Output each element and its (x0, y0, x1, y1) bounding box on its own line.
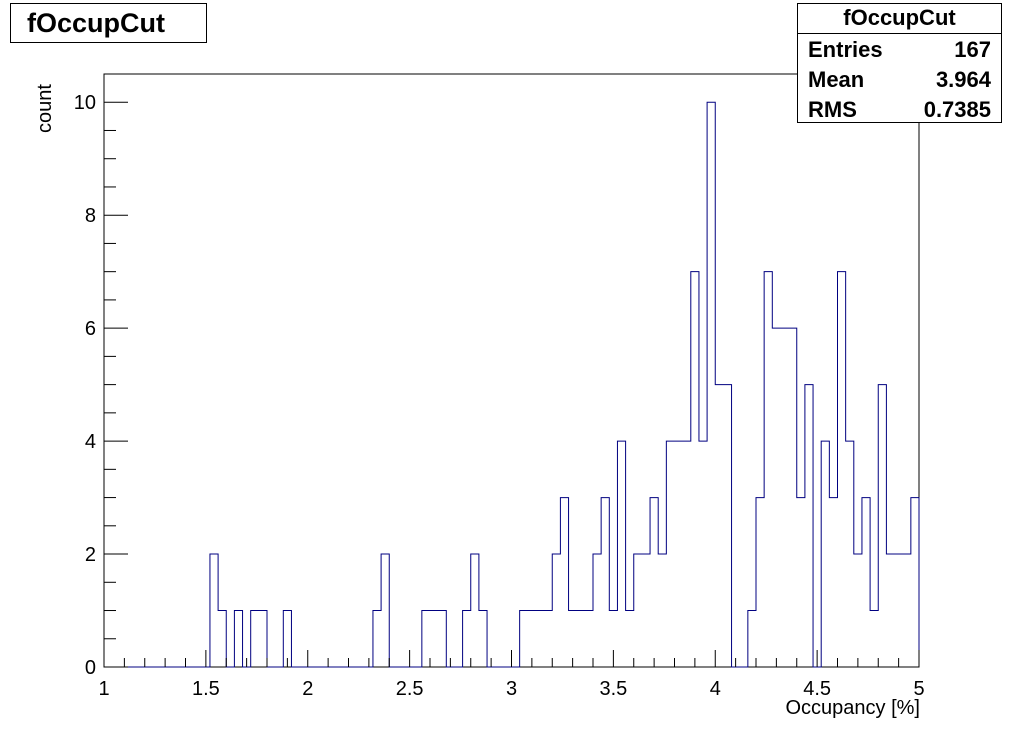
histogram-bin (471, 554, 479, 667)
stats-value-mean: 3.964 (935, 67, 991, 92)
histogram-bin (251, 611, 259, 667)
histogram-step-line (104, 101, 920, 668)
histogram-bin (642, 554, 650, 667)
x-tick-label: 4 (710, 678, 721, 700)
histogram-bin (878, 385, 886, 667)
histogram-bin (723, 385, 731, 667)
stats-value-entries: 167 (954, 37, 991, 62)
histogram-bin (234, 611, 242, 667)
histogram-bin (430, 611, 438, 667)
histogram-bin (593, 554, 601, 667)
histogram-bin (585, 611, 593, 667)
histogram-bin (707, 102, 715, 667)
histogram-bin (821, 441, 829, 667)
histogram-bin (675, 441, 683, 667)
histogram-bin (862, 498, 870, 667)
histogram-bin (438, 611, 446, 667)
histogram-bin (577, 611, 585, 667)
histogram-bin (797, 498, 805, 667)
histogram-bin (634, 554, 642, 667)
x-axis-label: Occupancy [%] (785, 697, 920, 719)
y-tick-label: 8 (85, 205, 96, 227)
histogram-bin (805, 385, 813, 667)
stats-value-rms: 0.7385 (923, 97, 991, 122)
stats-row-entries: Entries 167 (798, 34, 1001, 64)
y-tick-label: 0 (85, 657, 96, 679)
histogram-bin (259, 611, 267, 667)
histogram-bin (666, 441, 674, 667)
histogram-title: fOccupCut (10, 3, 207, 43)
histogram-bin (658, 554, 666, 667)
histogram-bin (520, 611, 528, 667)
x-tick-label: 5 (913, 678, 924, 700)
x-tick-label: 2.5 (396, 678, 424, 700)
histogram-bin (650, 498, 658, 667)
histogram-bin (764, 272, 772, 667)
stats-label-entries: Entries (808, 37, 883, 62)
histogram-bin (381, 554, 389, 667)
stats-box: fOccupCut Entries 167 Mean 3.964 RMS 0.7… (797, 3, 1002, 123)
histogram-bin (903, 554, 911, 667)
y-tick-label: 4 (85, 431, 96, 453)
histogram-bin (699, 441, 707, 667)
histogram-bin (552, 554, 560, 667)
histogram-bin (210, 554, 218, 667)
histogram-bin (626, 611, 634, 667)
histogram-bin (373, 611, 381, 667)
histogram-bin (617, 441, 625, 667)
x-tick-label: 4.5 (803, 678, 831, 700)
histogram-bin (789, 328, 797, 667)
histogram-bin (829, 498, 837, 667)
stats-label-mean: Mean (808, 67, 865, 92)
x-tick-label: 1.5 (192, 678, 220, 700)
histogram-bin (846, 441, 854, 667)
histogram-bin (422, 611, 430, 667)
y-tick-label: 2 (85, 544, 96, 566)
histogram-bin (854, 554, 862, 667)
stats-label-rms: RMS (808, 97, 857, 122)
y-tick-label: 6 (85, 318, 96, 340)
histogram-bin (560, 498, 568, 667)
histogram-bin (780, 328, 788, 667)
histogram-bin (838, 272, 846, 667)
histogram-bin (601, 498, 609, 667)
stats-row-mean: Mean 3.964 (798, 64, 1001, 94)
histogram-bin (544, 611, 552, 667)
x-tick-label: 3.5 (599, 678, 627, 700)
histogram-bin (756, 498, 764, 667)
histogram-bin (479, 611, 487, 667)
histogram-bin (691, 272, 699, 667)
histogram-bin (886, 554, 894, 667)
x-tick-label: 3 (506, 678, 517, 700)
histogram-bin (895, 554, 903, 667)
histogram-bin (870, 611, 878, 667)
histogram-bin (715, 385, 723, 667)
y-axis-label: count (34, 84, 56, 133)
histogram-bin (748, 611, 756, 667)
stats-row-rms: RMS 0.7385 (798, 94, 1001, 124)
histogram-bin (463, 611, 471, 667)
histogram-bin (911, 498, 919, 667)
x-tick-label: 2 (302, 678, 313, 700)
histogram-bin (536, 611, 544, 667)
x-tick-label: 1 (98, 678, 109, 700)
histogram-bin (683, 441, 691, 667)
y-tick-label: 10 (74, 92, 96, 114)
histogram-bin (772, 328, 780, 667)
stats-title: fOccupCut (798, 4, 1001, 34)
histogram-bin (218, 611, 226, 667)
